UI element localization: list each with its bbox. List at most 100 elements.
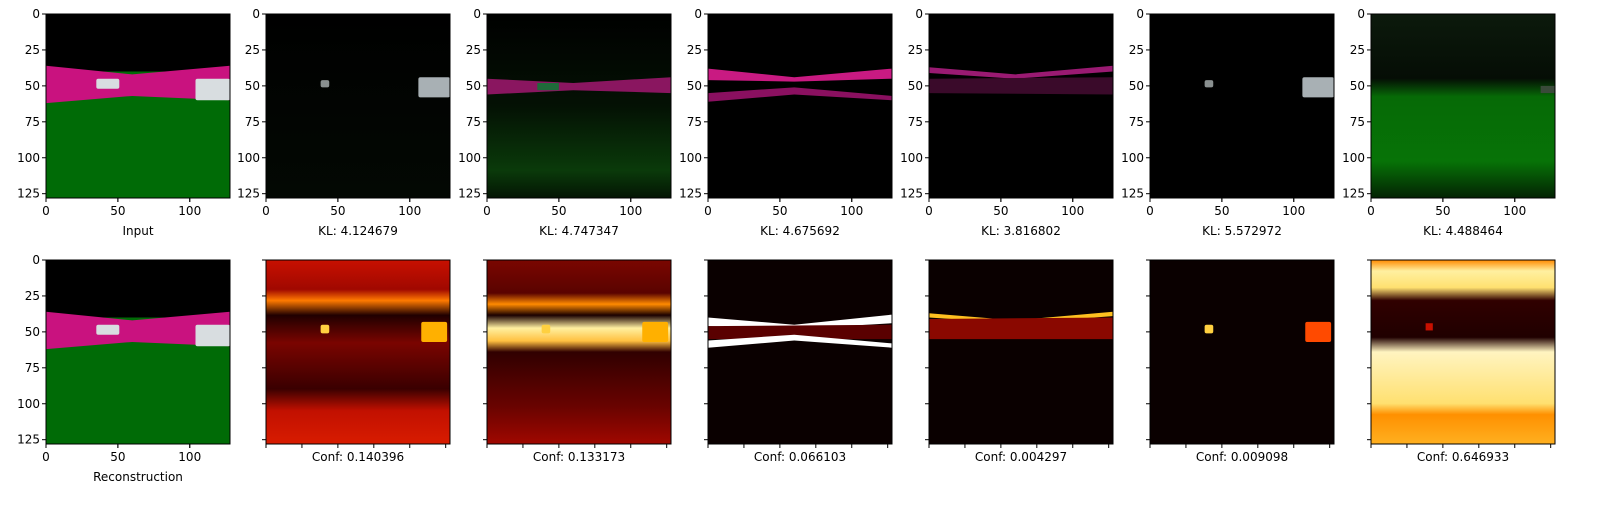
panel-label: Conf: 0.133173 <box>533 450 625 464</box>
y-tick-label: 100 <box>1342 151 1365 165</box>
y-tick-label: 100 <box>679 151 702 165</box>
panel-image <box>929 260 1113 444</box>
heat-car-small <box>1204 324 1214 334</box>
panel-label: Reconstruction <box>93 470 183 484</box>
heat-car-small <box>320 324 330 334</box>
panel-label: Conf: 0.646933 <box>1417 450 1509 464</box>
y-tick-label: 100 <box>900 151 923 165</box>
panel-frame <box>928 13 1114 199</box>
panel-label: Input <box>122 224 153 238</box>
panel-label: KL: 4.488464 <box>1423 224 1503 238</box>
x-tick-label: 0 <box>1146 204 1154 218</box>
y-tick-label: 75 <box>1129 115 1144 129</box>
panel-label: KL: 3.816802 <box>981 224 1061 238</box>
y-tick-label: 75 <box>466 115 481 129</box>
y-tick-label: 0 <box>252 7 260 21</box>
y-tick-label: 25 <box>25 289 40 303</box>
x-tick-label: 0 <box>262 204 270 218</box>
x-tick-label: 100 <box>619 204 642 218</box>
panel-label: KL: 4.124679 <box>318 224 398 238</box>
panel-label: KL: 4.747347 <box>539 224 619 238</box>
x-tick-label: 0 <box>483 204 491 218</box>
car-small <box>96 78 120 89</box>
panel-image <box>487 14 671 198</box>
y-tick-label: 50 <box>25 79 40 93</box>
y-tick-label: 50 <box>245 79 260 93</box>
bottom-panel-conf-4: Conf: 0.004297 <box>925 259 1114 464</box>
y-tick-label: 25 <box>908 43 923 57</box>
y-tick-label: 0 <box>1136 7 1144 21</box>
x-tick-label: 100 <box>398 204 421 218</box>
x-tick-label: 100 <box>840 204 863 218</box>
car-small <box>1204 80 1214 88</box>
top-panel-slot-4: 0 50 100 0 25 50 75 100 125 KL: 3.816802 <box>900 7 1114 238</box>
slot-background <box>929 14 1113 198</box>
y-tick-label: 75 <box>25 361 40 375</box>
y-tick-label: 25 <box>687 43 702 57</box>
x-tick-label: 50 <box>110 204 125 218</box>
car-large <box>1540 85 1555 94</box>
y-tick-label: 50 <box>466 79 481 93</box>
y-tick-label: 125 <box>1121 187 1144 201</box>
x-tick-label: 0 <box>1367 204 1375 218</box>
y-tick-label: 125 <box>17 433 40 447</box>
bottom-panel-conf-5: Conf: 0.009098 <box>1146 259 1335 464</box>
y-tick-label: 50 <box>687 79 702 93</box>
y-tick-label: 25 <box>1129 43 1144 57</box>
car-large <box>1302 77 1334 98</box>
x-tick-label: 50 <box>1435 204 1450 218</box>
x-tick-label: 100 <box>178 450 201 464</box>
panel-frame <box>265 259 451 445</box>
panel-label: KL: 5.572972 <box>1202 224 1282 238</box>
y-tick-label: 25 <box>1350 43 1365 57</box>
heat-car-small <box>541 324 551 334</box>
y-tick-label: 75 <box>25 115 40 129</box>
road-upper-edge <box>929 65 1113 79</box>
car-small <box>537 83 559 91</box>
panel-image <box>1371 14 1555 198</box>
panel-image <box>708 14 892 198</box>
x-tick-label: 100 <box>1061 204 1084 218</box>
y-tick-label: 125 <box>237 187 260 201</box>
x-tick-label: 50 <box>993 204 1008 218</box>
slot-background <box>266 14 450 198</box>
x-tick-label: 100 <box>1282 204 1305 218</box>
y-tick-label: 50 <box>908 79 923 93</box>
x-tick-label: 0 <box>42 450 50 464</box>
panel-image <box>487 260 671 444</box>
road-region <box>487 77 671 95</box>
y-tick-label: 125 <box>900 187 923 201</box>
heatmap-background <box>929 260 1113 444</box>
panel-frame <box>1149 13 1335 199</box>
panel-image <box>266 260 450 444</box>
y-tick-label: 25 <box>245 43 260 57</box>
panel-image <box>1150 14 1334 198</box>
panel-frame <box>1370 259 1556 445</box>
y-tick-label: 0 <box>32 253 40 267</box>
y-tick-label: 0 <box>694 7 702 21</box>
panel-label: Conf: 0.004297 <box>975 450 1067 464</box>
x-tick-label: 0 <box>925 204 933 218</box>
heat-car-large <box>642 321 669 342</box>
panel-label: Conf: 0.066103 <box>754 450 846 464</box>
y-tick-label: 0 <box>32 7 40 21</box>
y-tick-label: 50 <box>25 325 40 339</box>
car-large <box>418 77 450 98</box>
panel-image <box>46 14 230 198</box>
x-tick-label: 0 <box>42 204 50 218</box>
panel-frame <box>486 259 672 445</box>
slot-background <box>1150 14 1334 198</box>
panel-frame <box>45 13 231 199</box>
heat-car-small <box>1425 323 1433 331</box>
panel-image <box>708 260 892 444</box>
panel-image <box>1371 260 1555 444</box>
heatmap-background <box>266 260 450 444</box>
slot-background <box>1371 14 1555 198</box>
heat-road-body <box>708 324 892 340</box>
car-large <box>195 78 230 101</box>
slot-background <box>708 14 892 198</box>
panel-image <box>46 260 230 444</box>
heatmap-background <box>708 260 892 444</box>
panel-image <box>266 14 450 198</box>
